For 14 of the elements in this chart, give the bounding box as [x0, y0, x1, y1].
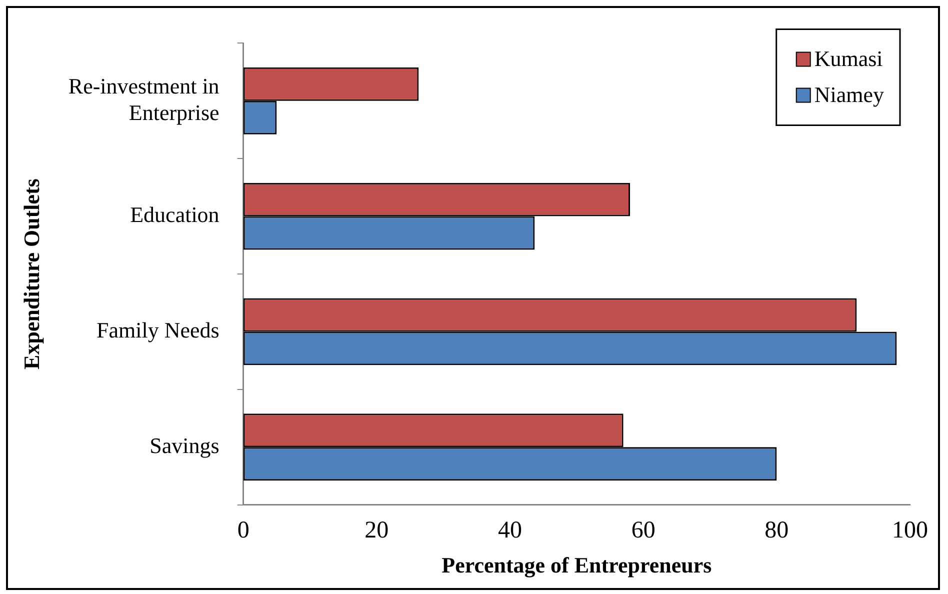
y-axis-title: Expenditure Outlets: [18, 178, 44, 370]
y-tick-label: Savings: [150, 432, 220, 458]
x-tick-label: 80: [764, 517, 789, 544]
x-tick-label: 40: [498, 517, 522, 544]
x-tick-label: 20: [364, 517, 389, 544]
x-tick-label: 60: [631, 517, 656, 544]
y-tick-label: Education: [130, 202, 220, 228]
x-axis-title: Percentage of Entrepreneurs: [442, 552, 712, 578]
x-tick-label: 100: [892, 517, 928, 544]
y-tick-label: Re-investment in Enterprise: [68, 73, 220, 125]
legend-label: Niamey: [814, 82, 884, 107]
legend-label: Kumasi: [814, 46, 883, 71]
y-tick-label: Family Needs: [96, 317, 220, 342]
x-tick-label: 0: [237, 517, 250, 544]
